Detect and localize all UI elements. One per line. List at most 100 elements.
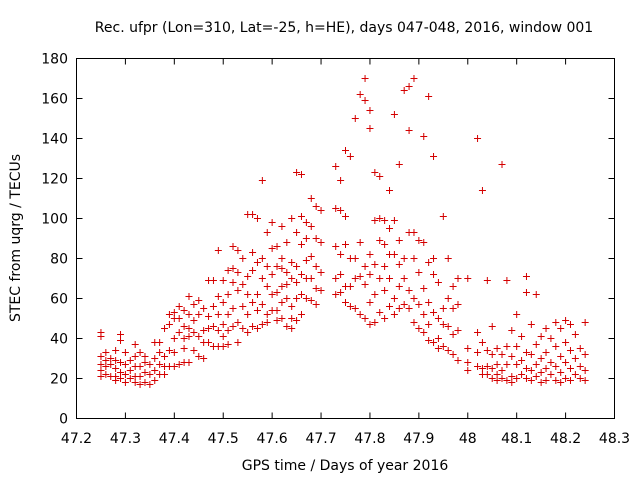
data-point — [464, 275, 472, 282]
data-point — [434, 335, 442, 342]
data-point — [474, 329, 482, 336]
data-point — [190, 347, 198, 354]
data-point — [180, 345, 188, 352]
data-point — [542, 365, 550, 372]
data-point — [381, 217, 389, 224]
data-point — [513, 375, 521, 382]
data-point — [425, 337, 433, 344]
data-point — [434, 315, 442, 322]
x-axis-label: GPS time / Days of year 2016 — [242, 458, 449, 474]
data-point — [288, 303, 296, 310]
data-point — [136, 363, 144, 370]
data-point — [381, 241, 389, 248]
data-point — [273, 289, 281, 296]
y-tick-7: 140 — [41, 132, 615, 148]
data-point — [420, 285, 428, 292]
data-point — [307, 253, 315, 260]
data-point — [200, 327, 208, 334]
data-point — [112, 357, 120, 364]
data-point — [493, 371, 501, 378]
data-point — [263, 283, 271, 290]
data-point — [430, 339, 438, 346]
data-point — [297, 291, 305, 298]
data-point — [200, 355, 208, 362]
data-point — [258, 275, 266, 282]
data-point — [117, 337, 125, 344]
x-tick-label: 48 — [459, 431, 477, 447]
data-point — [410, 319, 418, 326]
data-point — [361, 263, 369, 270]
data-point — [307, 297, 315, 304]
data-point — [337, 271, 345, 278]
x-tick-label: 47.9 — [403, 431, 434, 447]
data-point — [117, 331, 125, 338]
y-tick-1: 20 — [50, 372, 615, 388]
data-point — [219, 277, 227, 284]
data-point — [522, 375, 530, 382]
data-point — [542, 325, 550, 332]
y-axis-label: STEC from uqrg / TECUs — [8, 154, 24, 322]
data-point — [474, 349, 482, 356]
data-point — [410, 75, 418, 82]
data-point — [356, 273, 364, 280]
data-point — [386, 303, 394, 310]
data-point — [405, 83, 413, 90]
data-point — [273, 307, 281, 314]
data-point — [571, 331, 579, 338]
x-tick-label: 47.6 — [257, 431, 288, 447]
data-point — [234, 339, 242, 346]
data-point — [268, 271, 276, 278]
data-point — [420, 329, 428, 336]
data-point — [209, 277, 217, 284]
data-point — [395, 161, 403, 168]
data-point — [126, 367, 134, 374]
data-point — [121, 371, 129, 378]
data-point — [346, 303, 354, 310]
data-point — [449, 305, 457, 312]
data-point — [244, 291, 252, 298]
data-point — [434, 279, 442, 286]
data-point — [449, 283, 457, 290]
data-point — [297, 213, 305, 220]
data-point — [434, 345, 442, 352]
y-tick-label: 40 — [50, 332, 68, 348]
data-point — [180, 335, 188, 342]
data-point — [400, 275, 408, 282]
data-point — [410, 255, 418, 262]
data-point — [405, 287, 413, 294]
data-point — [542, 349, 550, 356]
data-point — [351, 305, 359, 312]
data-point — [102, 349, 110, 356]
data-point — [302, 295, 310, 302]
data-point — [351, 275, 359, 282]
data-point — [337, 289, 345, 296]
data-point — [390, 111, 398, 118]
x-tick-6: 47.8 — [354, 58, 386, 447]
data-point — [263, 311, 271, 318]
data-point — [146, 371, 154, 378]
data-point — [268, 291, 276, 298]
data-point — [342, 213, 349, 220]
data-point — [156, 339, 164, 346]
data-point — [508, 353, 516, 360]
x-tick-3: 47.5 — [208, 58, 239, 447]
data-point — [297, 311, 305, 318]
data-point — [249, 323, 257, 330]
data-point — [146, 381, 154, 388]
data-point — [307, 223, 315, 230]
data-point — [454, 301, 462, 308]
data-point — [234, 269, 242, 276]
data-point — [302, 257, 310, 264]
data-point — [562, 359, 570, 366]
data-point — [513, 343, 521, 350]
data-point — [180, 307, 188, 314]
data-point — [146, 361, 154, 368]
data-point — [190, 329, 198, 336]
data-point — [214, 327, 222, 334]
data-point — [141, 379, 149, 386]
x-tick-label: 47.7 — [305, 431, 336, 447]
data-point — [112, 377, 120, 384]
data-point — [478, 365, 486, 372]
data-point — [557, 353, 565, 360]
data-point — [126, 357, 134, 364]
